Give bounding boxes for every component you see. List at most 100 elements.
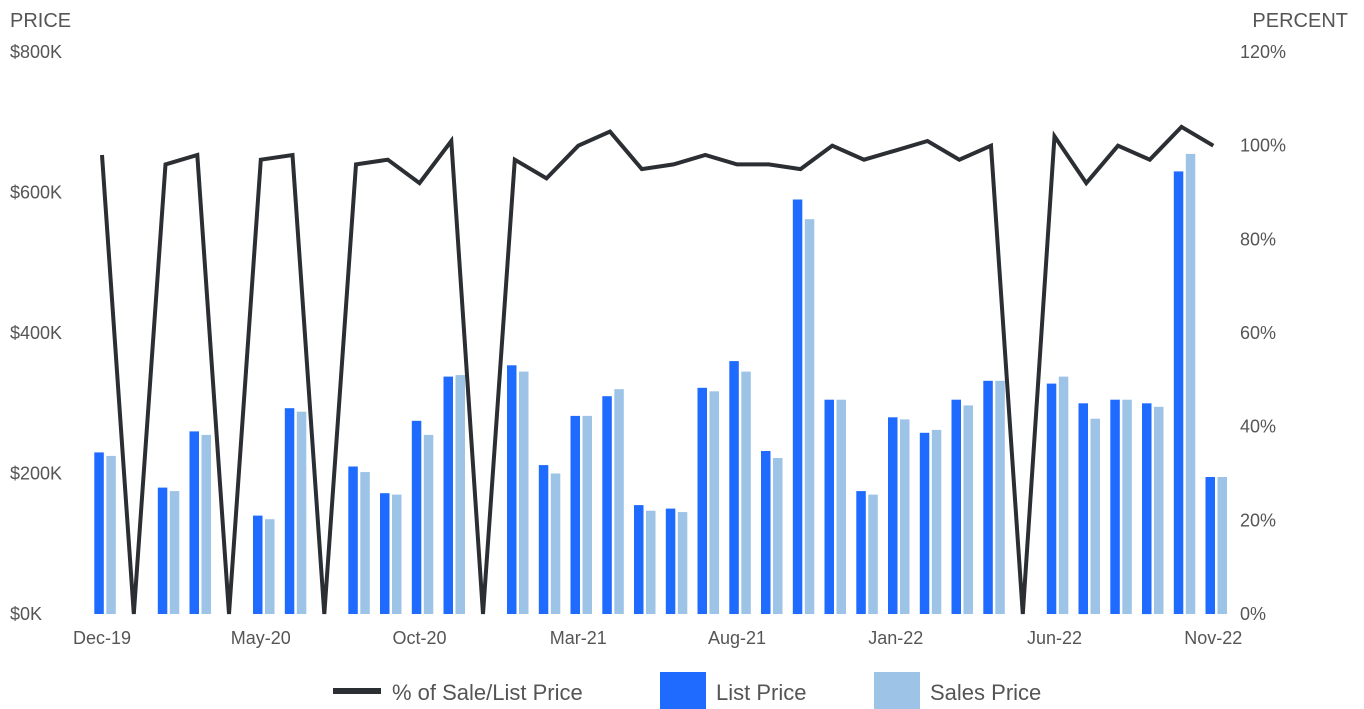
x-tick-label: Oct-20 bbox=[392, 628, 446, 648]
sales-price-bar bbox=[1058, 376, 1069, 614]
right-tick-label: 40% bbox=[1240, 417, 1276, 437]
list-price-bar bbox=[634, 505, 644, 614]
list-price-bar bbox=[157, 487, 168, 614]
legend: % of Sale/List Price List Price Sales Pric… bbox=[333, 672, 1041, 709]
sales-price-bar bbox=[106, 455, 116, 614]
sales-price-bar bbox=[169, 491, 180, 614]
sales-price-bar bbox=[296, 411, 307, 614]
left-tick-label: $200K bbox=[10, 464, 62, 484]
left-tick-label: $800K bbox=[10, 42, 62, 62]
line-layer bbox=[100, 124, 1215, 615]
right-axis-ticks: 0% 20% 40% 60% 80% 100% 120% bbox=[1240, 42, 1286, 624]
list-price-bar bbox=[94, 452, 104, 614]
sales-price-bar bbox=[709, 391, 719, 614]
list-price-bar bbox=[824, 399, 834, 614]
list-price-bar bbox=[919, 432, 930, 614]
list-price-bar bbox=[1205, 477, 1215, 614]
list-price-bar bbox=[888, 417, 898, 614]
list-price-bar bbox=[951, 399, 961, 614]
legend-line-swatch bbox=[333, 688, 381, 694]
x-tick-label: Jan-22 bbox=[868, 628, 923, 648]
list-price-bar bbox=[1046, 383, 1057, 614]
sales-price-bar bbox=[646, 510, 656, 614]
list-price-bar bbox=[507, 365, 517, 614]
legend-item: % of Sale/List Price bbox=[333, 680, 583, 705]
list-price-bar bbox=[792, 199, 803, 614]
list-price-bar bbox=[856, 491, 866, 614]
list-price-bar bbox=[1173, 171, 1184, 614]
left-tick-label: $0K bbox=[10, 604, 42, 624]
list-price-bar bbox=[443, 376, 453, 614]
sales-price-bar bbox=[1122, 399, 1132, 614]
list-price-bar bbox=[348, 466, 358, 614]
list-price-bar bbox=[761, 451, 771, 614]
list-price-bar bbox=[602, 396, 612, 614]
right-tick-label: 100% bbox=[1240, 136, 1286, 156]
list-price-bar bbox=[1110, 399, 1120, 614]
sales-price-bar bbox=[773, 458, 783, 614]
left-axis-title: PRICE bbox=[10, 10, 71, 32]
legend-label: % of Sale/List Price bbox=[392, 680, 583, 705]
sales-price-bar bbox=[455, 375, 465, 614]
legend-label: Sales Price bbox=[930, 680, 1041, 705]
bars-group bbox=[94, 153, 1227, 615]
list-price-bar bbox=[665, 508, 676, 614]
sales-price-bar bbox=[1185, 153, 1196, 614]
sales-price-bar bbox=[836, 399, 846, 614]
legend-box-swatch bbox=[874, 672, 920, 709]
sales-price-bar bbox=[614, 389, 624, 614]
sales-price-bar bbox=[1090, 418, 1100, 614]
list-price-bar bbox=[189, 431, 199, 614]
sales-price-bar bbox=[804, 219, 815, 614]
list-price-bar bbox=[253, 515, 263, 614]
left-tick-label: $600K bbox=[10, 183, 62, 203]
sale-list-percent-line bbox=[100, 124, 1215, 615]
sales-price-bar bbox=[519, 371, 529, 614]
sales-price-bar bbox=[423, 434, 434, 614]
legend-box-swatch bbox=[660, 672, 706, 709]
right-tick-label: 120% bbox=[1240, 42, 1286, 62]
sales-price-bar bbox=[582, 415, 592, 614]
legend-item: Sales Price bbox=[874, 672, 1041, 709]
list-price-bar bbox=[284, 408, 295, 614]
right-tick-label: 60% bbox=[1240, 323, 1276, 343]
x-tick-label: Dec-19 bbox=[73, 628, 131, 648]
list-price-bar bbox=[697, 387, 707, 614]
list-price-bar bbox=[729, 361, 739, 614]
right-tick-label: 20% bbox=[1240, 510, 1276, 530]
sales-price-bar bbox=[963, 405, 973, 614]
right-axis-title: PERCENT bbox=[1252, 10, 1348, 32]
sales-price-bar bbox=[392, 494, 402, 614]
sales-price-bar bbox=[741, 371, 751, 614]
sales-price-bar bbox=[201, 434, 211, 614]
sales-price-bar bbox=[1154, 406, 1164, 614]
list-price-bar bbox=[411, 420, 422, 614]
list-price-bar bbox=[1142, 403, 1152, 615]
sales-price-bar bbox=[550, 473, 561, 614]
left-axis-ticks: $0K $200K $400K $600K $800K bbox=[10, 42, 62, 624]
legend-item: List Price bbox=[660, 672, 806, 709]
sales-price-bar bbox=[1217, 477, 1227, 614]
list-price-bar bbox=[1078, 403, 1088, 615]
sales-price-bar bbox=[900, 419, 910, 614]
list-price-bar bbox=[380, 493, 390, 614]
list-price-bar bbox=[983, 380, 993, 614]
x-tick-label: Jun-22 bbox=[1027, 628, 1082, 648]
right-tick-label: 80% bbox=[1240, 229, 1276, 249]
legend-label: List Price bbox=[716, 680, 806, 705]
sales-price-bar bbox=[931, 429, 942, 614]
x-tick-label: Mar-21 bbox=[550, 628, 607, 648]
x-axis-ticks: Dec-19 May-20 Oct-20 Mar-21 Aug-21 Jan-22 Jun-… bbox=[73, 628, 1242, 648]
x-tick-label: Nov-22 bbox=[1184, 628, 1242, 648]
list-price-bar bbox=[570, 415, 580, 614]
right-tick-label: 0% bbox=[1240, 604, 1266, 624]
sales-price-bar bbox=[360, 472, 370, 614]
left-tick-label: $400K bbox=[10, 323, 62, 343]
sales-price-bar bbox=[265, 519, 275, 614]
sales-price-bar bbox=[677, 512, 688, 614]
sales-price-bar bbox=[995, 380, 1005, 614]
sales-price-bar bbox=[868, 494, 878, 614]
x-tick-label: Aug-21 bbox=[708, 628, 766, 648]
x-tick-label: May-20 bbox=[231, 628, 291, 648]
